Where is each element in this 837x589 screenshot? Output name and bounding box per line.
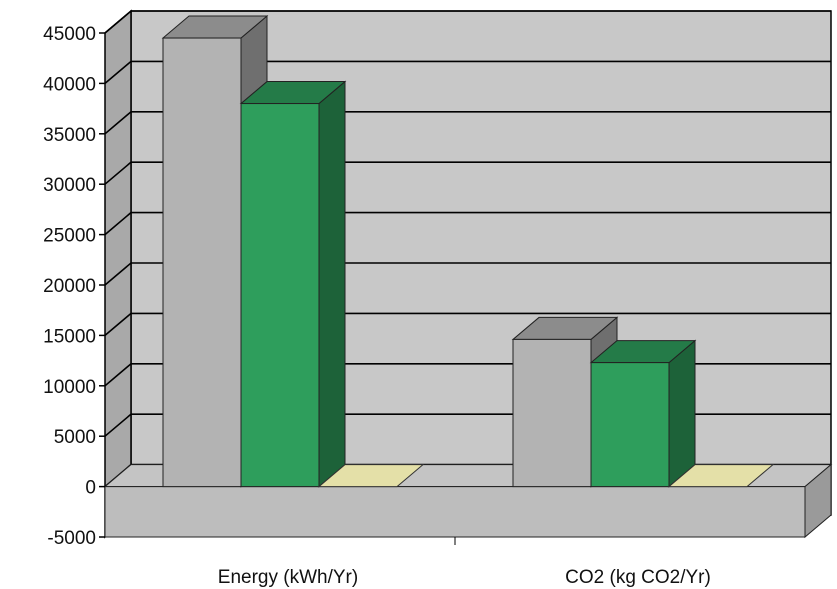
y-tick-label: 45000 <box>43 24 96 45</box>
bar <box>590 362 670 488</box>
gridline <box>104 10 831 34</box>
bar <box>240 103 320 488</box>
gridline <box>104 262 831 286</box>
gridline <box>104 111 831 135</box>
y-axis: -5000 0 5000 10000 15000 20000 25000 30000 35000… <box>43 24 105 549</box>
bar <box>667 464 775 488</box>
y-tick-label: 20000 <box>43 276 96 297</box>
bar-side <box>318 80 346 488</box>
bar <box>512 338 592 488</box>
y-tick-label: 0 <box>85 478 96 499</box>
x-category-label: Energy (kWh/Yr) <box>218 567 358 588</box>
x-category-label: CO2 (kg CO2/Yr) <box>565 567 711 588</box>
y-tick-label: 30000 <box>43 175 96 196</box>
floor-front <box>104 486 806 538</box>
bar-side <box>668 339 696 488</box>
x-axis: Energy (kWh/Yr) CO2 (kg CO2/Yr) <box>218 537 711 588</box>
y-tick-label: 5000 <box>54 427 96 448</box>
y-tick-label: -5000 <box>47 528 96 549</box>
y-tick-label: 10000 <box>43 377 96 398</box>
gridline <box>104 161 831 185</box>
y-tick-label: 25000 <box>43 226 96 247</box>
y-tick-label: 40000 <box>43 74 96 95</box>
floor-side <box>804 463 832 539</box>
bars <box>161 14 775 488</box>
gridline <box>104 211 831 236</box>
bar <box>162 37 242 488</box>
y-tick-label: 35000 <box>43 125 96 146</box>
gridline <box>104 60 831 85</box>
bar <box>317 464 425 488</box>
gridline <box>104 312 831 337</box>
y-tick-label: 15000 <box>43 326 96 347</box>
